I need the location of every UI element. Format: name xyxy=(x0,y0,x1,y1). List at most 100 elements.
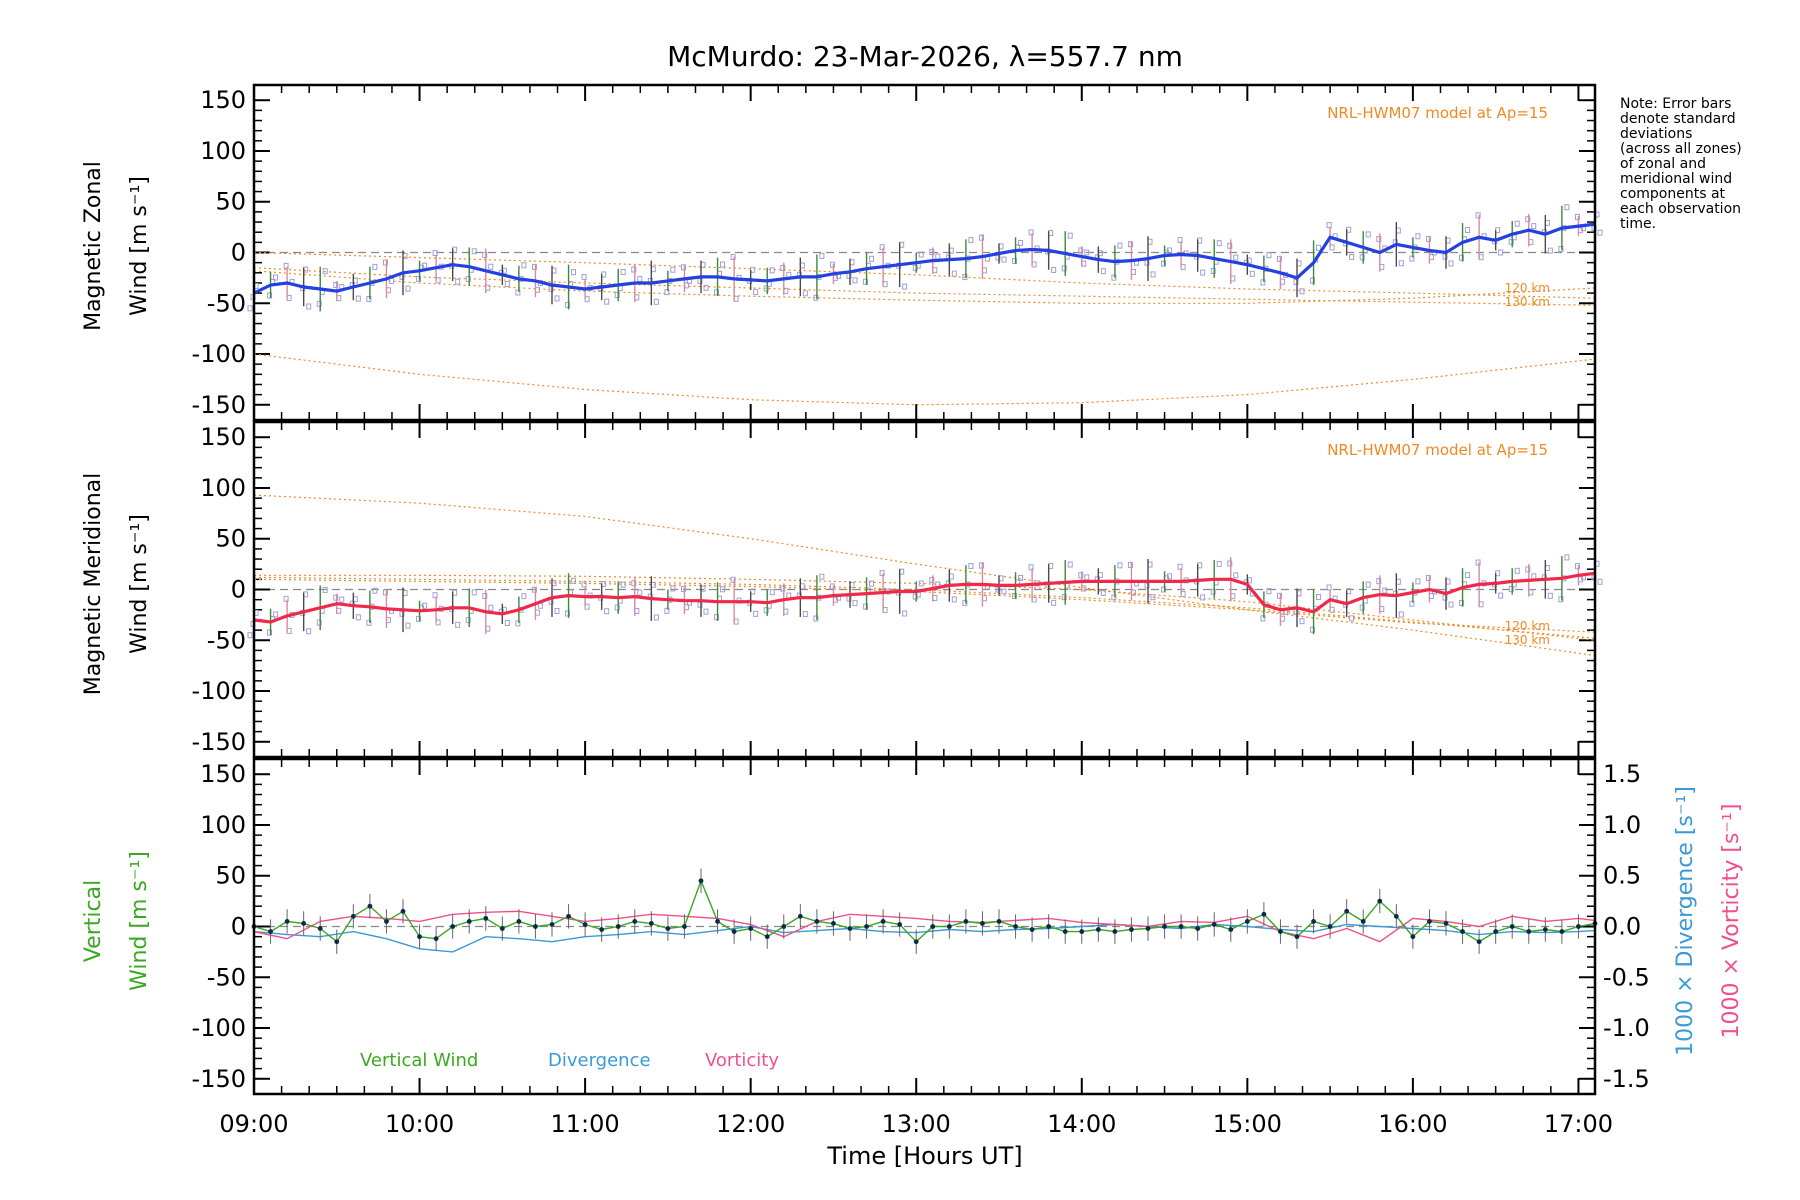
sample-box xyxy=(869,580,875,587)
sample-box xyxy=(1310,626,1316,633)
sample-box xyxy=(548,286,554,293)
sample-box xyxy=(1574,563,1580,570)
sample-box xyxy=(1233,572,1239,579)
vertical-wind-point xyxy=(1029,927,1035,932)
sample-box xyxy=(869,255,875,262)
vertical-wind-point xyxy=(814,919,820,924)
vertical-wind-point xyxy=(549,922,555,927)
vertical-wind-point xyxy=(1178,924,1184,929)
model-curve xyxy=(254,574,1596,641)
sample-box xyxy=(422,602,428,609)
sample-box xyxy=(1200,594,1206,601)
vertical-wind-point xyxy=(665,926,671,931)
vertical-wind-point xyxy=(1443,921,1449,926)
sample-box xyxy=(1028,564,1034,571)
vertical-panel: 150 100 50 0 -50 -100 -150 1.5 1.0 0.5 0.0 -0.5 -1.0… xyxy=(192,757,1650,1138)
note-line: deviations xyxy=(1620,126,1692,142)
sample-box xyxy=(322,268,328,275)
meridional-model-label: NRL-HWM07 model at Ap=15 xyxy=(1327,441,1548,459)
sample-box xyxy=(1012,258,1018,265)
sample-box xyxy=(1028,229,1034,236)
x-tick-label: 10:00 xyxy=(385,1110,454,1138)
sample-box xyxy=(1448,260,1454,267)
vertical-wind-point xyxy=(384,919,389,924)
vertical-wind-point xyxy=(1410,934,1416,940)
sample-box xyxy=(1514,567,1520,574)
sample-box xyxy=(1316,244,1322,251)
y-tick-label: 0 xyxy=(231,576,246,604)
sample-box xyxy=(333,594,339,601)
y-tick-label: -100 xyxy=(192,677,246,705)
model-curve xyxy=(253,251,1596,299)
sample-box xyxy=(1233,254,1239,261)
y-tick-label: -50 xyxy=(207,626,246,654)
vertical-wind-point xyxy=(1062,929,1068,934)
sample-box xyxy=(1177,236,1183,243)
sample-box xyxy=(1398,611,1404,618)
sample-box xyxy=(565,301,571,308)
chart-title: McMurdo: 23-Mar-2026, λ=557.7 nm xyxy=(667,40,1183,73)
sample-box xyxy=(664,289,670,296)
y-tick-label: 100 xyxy=(200,811,246,839)
y2-tick-label: -0.5 xyxy=(1603,963,1650,991)
sample-box xyxy=(918,580,924,587)
meridional-ylabel-line2: Wind [m s⁻¹] xyxy=(127,514,152,654)
sample-box xyxy=(1299,618,1305,625)
model-curve xyxy=(253,267,1596,306)
sample-box xyxy=(488,604,494,611)
sample-box xyxy=(565,610,571,617)
model-curve xyxy=(253,494,1596,657)
sample-box xyxy=(769,267,775,274)
sample-box xyxy=(1531,573,1537,580)
sample-box xyxy=(1051,599,1057,606)
sample-box xyxy=(554,295,560,302)
sample-box xyxy=(1249,270,1255,277)
sample-box xyxy=(1111,594,1117,601)
sample-box xyxy=(680,586,686,593)
sample-box xyxy=(333,281,339,288)
sample-box xyxy=(465,617,471,624)
sample-box xyxy=(1359,254,1365,261)
sample-box xyxy=(1001,588,1007,595)
y-tick-label: -150 xyxy=(192,728,246,756)
sample-box xyxy=(753,289,759,296)
vertical-wind-point xyxy=(367,903,373,909)
sample-box xyxy=(1475,559,1481,566)
sample-box xyxy=(316,619,322,626)
vertical-ylabel-line1: Vertical xyxy=(81,880,106,962)
sample-box xyxy=(763,285,769,292)
sample-box xyxy=(1200,269,1206,276)
sample-box xyxy=(504,620,510,626)
sample-box xyxy=(1382,587,1388,594)
vertical-wind-point xyxy=(1344,908,1350,914)
vertical-wind-point xyxy=(748,926,754,931)
model-curve xyxy=(253,270,1596,304)
vertical-wind-point xyxy=(466,919,472,924)
y-tick-label: 50 xyxy=(215,862,246,890)
sample-box xyxy=(405,285,411,292)
vertical-wind-point xyxy=(1360,919,1366,924)
sample-box xyxy=(819,252,825,259)
sample-box xyxy=(1018,239,1024,246)
sample-box xyxy=(1465,226,1471,233)
sample-box xyxy=(531,263,537,270)
sample-box xyxy=(366,295,372,302)
sample-box xyxy=(664,607,670,614)
vertical-wind-point xyxy=(400,908,406,914)
sample-box xyxy=(1260,279,1266,286)
sample-box xyxy=(471,589,477,596)
vertical-wind-point xyxy=(731,929,737,934)
sample-box xyxy=(1326,584,1332,591)
sample-box xyxy=(432,250,438,257)
sample-box xyxy=(763,607,769,614)
y-tick-label: -150 xyxy=(192,391,246,419)
sample-box xyxy=(1547,592,1553,599)
sample-box xyxy=(604,608,610,615)
model-curve xyxy=(253,353,1596,406)
y-tick-label: -50 xyxy=(207,289,246,317)
sample-box xyxy=(422,262,428,269)
vertical-wind-point xyxy=(450,924,456,929)
sample-box xyxy=(720,586,726,593)
vertical-wind-point xyxy=(1526,929,1532,934)
